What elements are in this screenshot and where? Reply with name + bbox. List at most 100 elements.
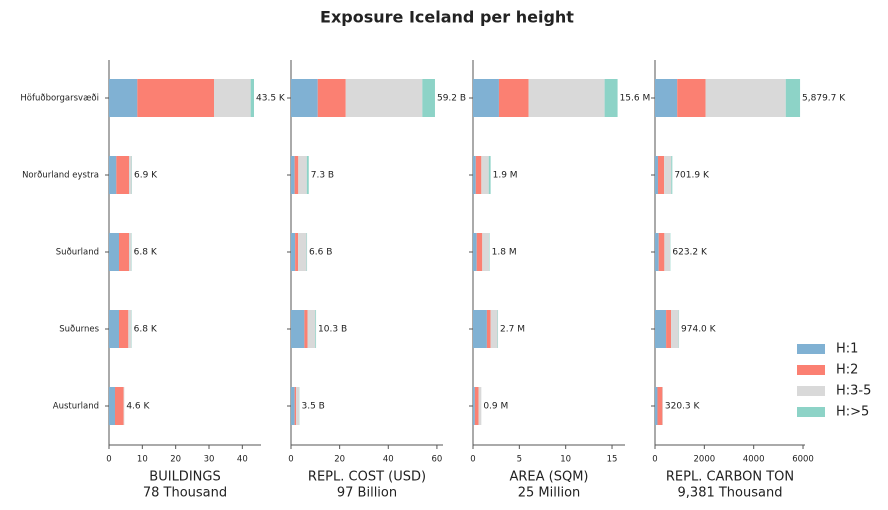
x-tick-label: 0 — [288, 455, 293, 465]
x-tick-label: 15 — [607, 455, 618, 465]
bar-segment — [291, 156, 295, 194]
x-tick-label: 20 — [170, 455, 181, 465]
bar-segment — [315, 310, 317, 348]
bar-segment — [474, 387, 479, 425]
total-label: 1.9 M — [493, 171, 518, 181]
x-tick-label: 0 — [470, 455, 475, 465]
bar-segment — [109, 233, 119, 271]
bar-segment — [664, 156, 672, 194]
x-tick-label: 10 — [137, 455, 148, 465]
bar-segment — [486, 310, 491, 348]
x-tick-label: 2000 — [694, 455, 716, 465]
bar-segment — [473, 79, 499, 117]
y-tick-label: Austurland — [53, 402, 99, 412]
bar-segment — [250, 79, 254, 117]
x-tick-label: 4000 — [743, 455, 765, 465]
x-axis-total: 25 Million — [518, 486, 581, 501]
bar-segment — [655, 310, 667, 348]
bar-segment — [109, 387, 115, 425]
bar-segment — [317, 79, 346, 117]
total-label: 6.8 K — [134, 248, 158, 258]
x-axis-label: REPL. COST (USD) — [308, 470, 426, 485]
total-label: 3.5 B — [302, 402, 325, 412]
y-tick-label: Höfuðborgarsvæði — [20, 94, 99, 104]
bar-segment — [657, 387, 663, 425]
bar-segment — [655, 387, 658, 425]
x-axis-label: AREA (SQM) — [509, 470, 588, 485]
bar-segment — [109, 156, 117, 194]
total-label: 6.9 K — [134, 171, 158, 181]
legend-swatch — [797, 365, 825, 375]
legend-label: H:3-5 — [836, 384, 871, 399]
bar-segment — [478, 387, 482, 425]
y-tick-label: Suðurland — [56, 248, 99, 258]
bar-segment — [214, 79, 251, 117]
bar-segment — [473, 387, 475, 425]
total-label: 6.8 K — [134, 325, 158, 335]
legend-label: H:2 — [836, 363, 858, 378]
x-axis-total: 9,381 Thousand — [678, 486, 783, 501]
bar-segment — [109, 310, 119, 348]
y-tick-label: Suðurnes — [59, 325, 99, 335]
bar-segment — [295, 233, 299, 271]
bar-segment — [677, 79, 706, 117]
bar-segment — [473, 156, 476, 194]
legend-label: H:>5 — [836, 405, 869, 420]
bar-segment — [137, 79, 214, 117]
x-axis-label: BUILDINGS — [149, 470, 220, 485]
x-tick-label: 0 — [106, 455, 111, 465]
bar-segment — [662, 387, 663, 425]
bar-segment — [345, 79, 423, 117]
bar-segment — [291, 79, 318, 117]
bar-segment — [119, 310, 129, 348]
bar-segment — [488, 156, 491, 194]
bar-segment — [123, 387, 125, 425]
x-tick-label: 40 — [383, 455, 394, 465]
total-label: 2.7 M — [500, 325, 525, 335]
x-axis-total: 97 Billion — [337, 486, 397, 501]
bar-segment — [119, 233, 129, 271]
y-tick-label: Norðurland eystra — [22, 171, 99, 181]
bar-segment — [473, 310, 487, 348]
legend-label: H:1 — [836, 342, 858, 357]
bar-segment — [657, 156, 665, 194]
bar-segment — [671, 310, 679, 348]
x-tick-label: 10 — [560, 455, 571, 465]
x-tick-label: 40 — [237, 455, 248, 465]
bar-segment — [473, 233, 477, 271]
bar-segment — [655, 156, 658, 194]
bar-segment — [671, 156, 673, 194]
legend-swatch — [797, 407, 825, 417]
bar-segment — [304, 310, 308, 348]
total-label: 15.6 M — [620, 94, 651, 104]
chart-title: Exposure Iceland per height — [320, 8, 574, 27]
bar-segment — [664, 233, 671, 271]
bar-segment — [294, 156, 299, 194]
total-label: 623.2 K — [672, 248, 708, 258]
bar-segment — [291, 233, 296, 271]
bar-segment — [291, 310, 305, 348]
bar-segment — [666, 310, 672, 348]
x-tick-label: 20 — [334, 455, 345, 465]
total-label: 5,879.7 K — [802, 94, 846, 104]
bar-segment — [116, 156, 129, 194]
bar-segment — [490, 310, 498, 348]
total-label: 1.8 M — [492, 248, 517, 258]
bar-segment — [307, 310, 316, 348]
total-label: 320.3 K — [665, 402, 701, 412]
bar-segment — [528, 79, 605, 117]
total-label: 974.0 K — [681, 325, 717, 335]
total-label: 6.6 B — [309, 248, 332, 258]
bar-segment — [481, 156, 489, 194]
x-tick-label: 0 — [652, 455, 657, 465]
bar-segment — [294, 387, 297, 425]
bar-segment — [129, 233, 132, 271]
bar-segment — [129, 156, 132, 194]
x-tick-label: 60 — [432, 455, 443, 465]
x-axis-total: 78 Thousand — [143, 486, 227, 501]
bar-segment — [475, 156, 482, 194]
bar-segment — [128, 310, 132, 348]
total-label: 701.9 K — [674, 171, 710, 181]
bar-segment — [296, 387, 300, 425]
x-tick-label: 5 — [517, 455, 522, 465]
